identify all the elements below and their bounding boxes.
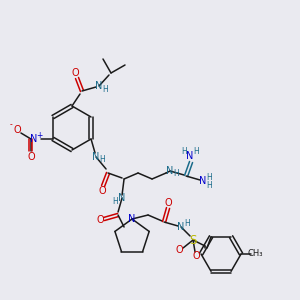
Text: N: N — [92, 152, 100, 162]
Text: -: - — [10, 121, 12, 130]
Text: O: O — [13, 125, 21, 135]
Text: N: N — [200, 176, 207, 186]
Text: O: O — [98, 186, 106, 196]
Text: N: N — [167, 166, 174, 176]
Text: CH₃: CH₃ — [247, 250, 263, 259]
Text: H: H — [184, 218, 190, 227]
Text: O: O — [164, 198, 172, 208]
Text: N: N — [95, 81, 103, 91]
Text: N: N — [118, 193, 126, 203]
Text: H: H — [99, 155, 105, 164]
Text: H: H — [193, 146, 199, 155]
Text: O: O — [175, 245, 183, 255]
Text: O: O — [71, 68, 79, 78]
Text: S: S — [189, 233, 197, 247]
Text: N: N — [177, 222, 185, 232]
Text: N: N — [186, 151, 194, 161]
Text: H: H — [206, 182, 212, 190]
Text: H: H — [102, 85, 108, 94]
Text: O: O — [27, 152, 35, 162]
Text: H: H — [173, 169, 179, 178]
Text: O: O — [192, 251, 200, 261]
Text: +: + — [36, 130, 42, 140]
Text: N: N — [30, 134, 38, 144]
Text: H: H — [181, 146, 187, 155]
Text: H: H — [112, 197, 118, 206]
Text: O: O — [96, 215, 104, 225]
Text: H: H — [206, 172, 212, 182]
Text: N: N — [128, 214, 136, 224]
